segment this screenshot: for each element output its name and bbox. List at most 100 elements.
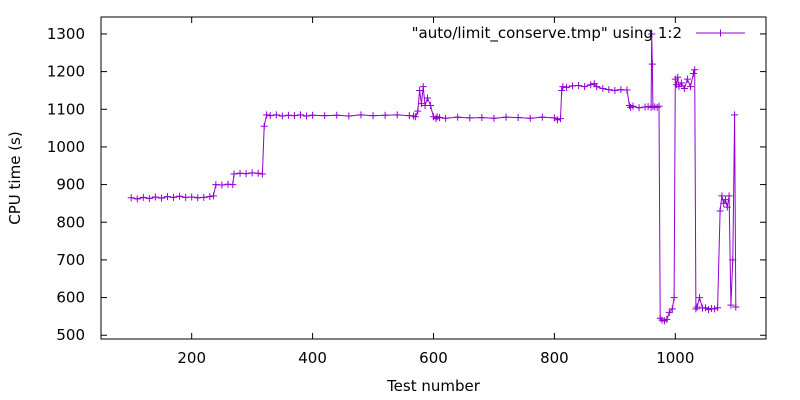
x-tick-label: 400 (298, 349, 327, 367)
data-point (157, 194, 165, 202)
data-point (674, 73, 682, 81)
data-point (176, 192, 184, 200)
data-point (164, 193, 171, 201)
data-point (725, 192, 733, 200)
data-point (410, 112, 418, 120)
data-point (629, 102, 637, 110)
data-point (272, 111, 280, 119)
y-axis-label: CPU time (s) (6, 131, 24, 224)
data-point (209, 192, 217, 200)
y-tick-label: 1300 (47, 25, 85, 43)
data-point (258, 170, 266, 178)
legend-entry-label: "auto/limit_conserve.tmp" using 1:2 (412, 24, 682, 43)
series-line (131, 33, 737, 322)
y-tick-label: 1000 (47, 138, 85, 156)
data-point (680, 85, 688, 93)
data-point (653, 103, 661, 111)
data-point (593, 83, 601, 91)
data-point (648, 60, 656, 68)
data-point (617, 86, 625, 94)
x-tick-label: 800 (540, 349, 569, 367)
data-point (693, 303, 701, 311)
data-point (668, 305, 676, 313)
data-point (625, 102, 633, 110)
data-point (723, 203, 731, 211)
data-point (303, 112, 311, 120)
data-point (263, 111, 271, 119)
data-point (414, 107, 422, 115)
y-axis-ticks: 500 600 700 800 900 1000 1100 1200 1300 (47, 25, 766, 344)
data-point (526, 114, 534, 122)
data-point (236, 169, 244, 177)
legend-entry-marker (717, 29, 724, 37)
data-point (569, 82, 577, 90)
data-point (718, 192, 726, 200)
y-tick-label: 500 (56, 326, 85, 344)
data-point (254, 169, 262, 177)
data-point (423, 94, 431, 102)
data-point (720, 199, 728, 207)
data-point (145, 195, 153, 203)
data-point (218, 181, 226, 189)
data-point (731, 111, 739, 119)
y-tick-label: 600 (56, 289, 85, 307)
data-point (229, 181, 237, 189)
data-point (575, 82, 583, 90)
data-point (599, 85, 607, 93)
data-point (381, 111, 389, 119)
data-point (677, 79, 685, 87)
data-point (696, 294, 703, 302)
data-point (550, 114, 558, 122)
data-point (649, 102, 657, 110)
data-point (416, 86, 424, 94)
data-point (553, 116, 561, 124)
plot-frame (100, 16, 767, 340)
x-tick-label: 200 (177, 349, 206, 367)
data-point (466, 114, 474, 122)
data-point (194, 194, 202, 202)
data-point (655, 102, 663, 110)
data-point (558, 86, 566, 94)
data-point (727, 301, 735, 309)
data-point (689, 69, 697, 77)
data-point (278, 112, 286, 120)
data-point (151, 193, 159, 201)
data-point (417, 100, 425, 108)
data-point (663, 315, 671, 323)
data-point (206, 193, 214, 201)
y-tick-label: 800 (56, 213, 85, 231)
data-point (502, 113, 510, 121)
data-point (711, 305, 719, 313)
data-point (559, 83, 567, 91)
legend: "auto/limit_conserve.tmp" using 1:2 (412, 24, 745, 43)
data-point (635, 104, 643, 112)
data-point (683, 75, 691, 83)
data-point (436, 114, 444, 122)
x-tick-label: 600 (419, 349, 448, 367)
data-point (188, 193, 196, 201)
data-point (587, 81, 595, 89)
data-point (242, 170, 250, 178)
data-point (393, 111, 401, 119)
x-axis-label: Test number (386, 377, 481, 395)
data-point (290, 112, 298, 120)
data-point (691, 66, 699, 74)
y-tick-label: 1100 (47, 100, 85, 118)
data-point (648, 30, 656, 38)
data-point (357, 111, 365, 119)
data-point (702, 304, 710, 312)
data-point (260, 122, 268, 130)
data-point (705, 306, 713, 314)
y-tick-label: 900 (56, 176, 85, 194)
series-points (127, 30, 740, 325)
data-point (200, 193, 208, 201)
data-point (665, 309, 673, 317)
data-point (563, 83, 570, 91)
data-point (369, 112, 377, 120)
data-point (729, 256, 737, 264)
data-point (284, 111, 292, 119)
data-point (309, 111, 317, 119)
data-point (686, 83, 694, 91)
data-point (716, 207, 724, 215)
